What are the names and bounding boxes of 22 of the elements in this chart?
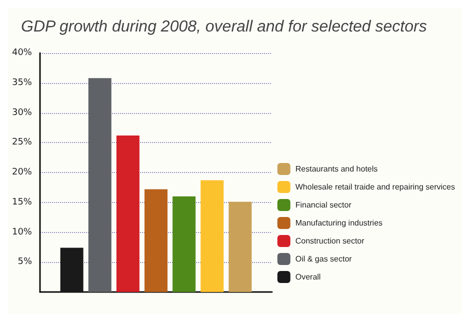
bar: [88, 78, 112, 292]
y-tick-label: 5%: [18, 257, 32, 268]
bar: [172, 196, 196, 292]
bar: [144, 189, 168, 292]
bar: [228, 202, 252, 292]
y-tick-label: 20%: [12, 168, 32, 178]
legend-label: Oil & gas sector: [295, 254, 352, 264]
bar: [116, 135, 140, 292]
legend-label: Wholesale retail traide and repairing services: [295, 182, 456, 192]
legend-label: Overall: [295, 272, 321, 282]
y-tick-label: 15%: [12, 197, 32, 208]
legend-label: Construction sector: [295, 236, 365, 246]
bar: [200, 180, 224, 292]
legend-label: Financial sector: [295, 200, 352, 210]
y-tick-label: 10%: [12, 227, 32, 238]
legend-label: Restaurants and hotels: [295, 164, 378, 174]
legend-label: Manufacturing industries: [295, 218, 383, 228]
y-tick-label: 35%: [12, 78, 32, 88]
y-tick-label: 40%: [12, 48, 32, 58]
chart-title: GDP growth during 2008, overall and for selected sectors: [21, 18, 427, 36]
y-tick-label: 25%: [12, 138, 32, 148]
y-tick-label: 30%: [12, 108, 32, 118]
